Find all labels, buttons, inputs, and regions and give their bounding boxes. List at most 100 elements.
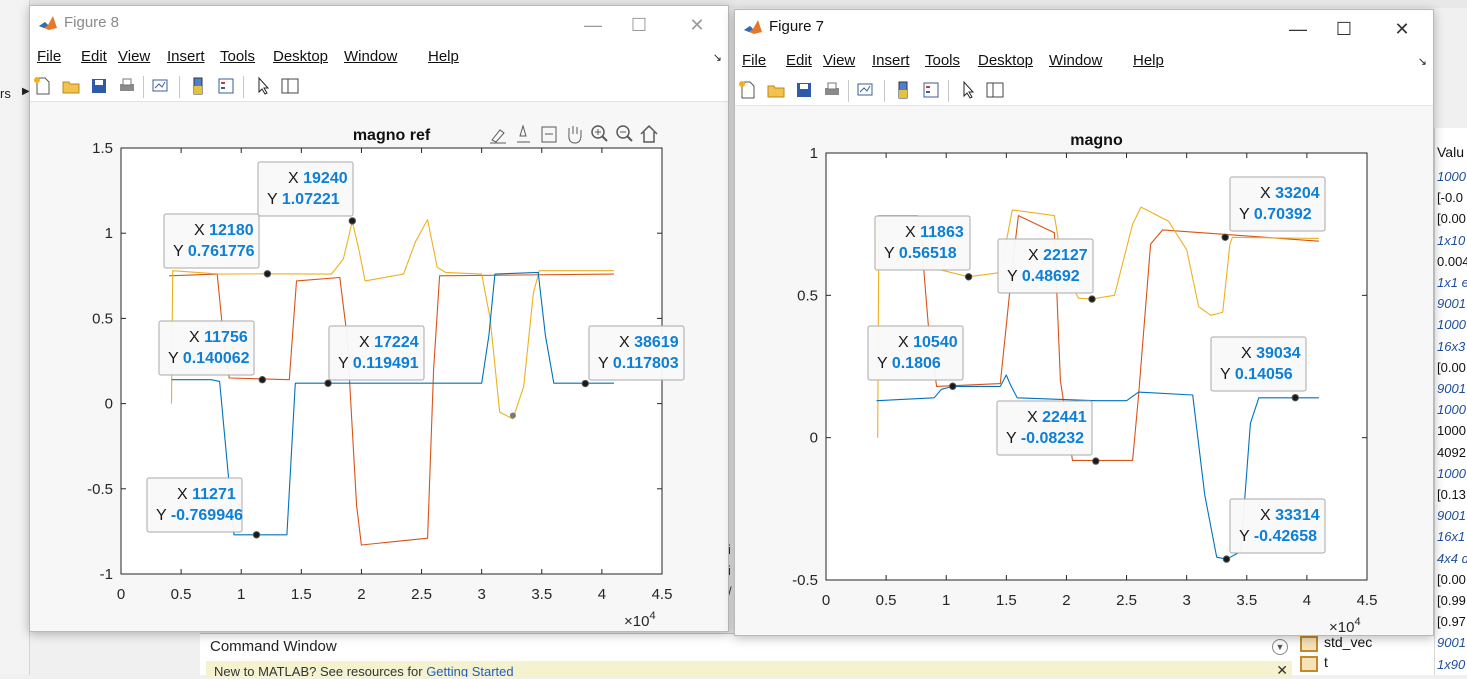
datatip[interactable]: X 11756 Y 0.140062 [158, 320, 267, 384]
datatip-marker[interactable] [1088, 295, 1096, 303]
open-icon[interactable] [61, 76, 81, 96]
data-tips-icon[interactable] [517, 124, 530, 143]
datatip-marker[interactable] [252, 531, 261, 539]
link-plot-icon[interactable] [150, 76, 170, 96]
property-inspector-icon[interactable] [985, 80, 1005, 100]
axes[interactable]: 0 0.5 1 1.5 2 2.5 3 3.5 4 4.5-0.500.51magno×104X … [735, 106, 1434, 636]
datatip[interactable]: X 33314 Y -0.42658 [1222, 498, 1326, 563]
new-figure-icon[interactable] [738, 80, 758, 100]
series-line-2[interactable] [171, 271, 614, 536]
menu-insert[interactable]: Insert [872, 52, 910, 69]
menu-help[interactable]: Help [1133, 52, 1164, 69]
datatip-marker[interactable] [1092, 457, 1100, 465]
pan-icon[interactable] [568, 126, 582, 144]
workspace-value[interactable]: [-0.0 [1437, 190, 1464, 206]
datatip[interactable]: X 38619 Y 0.117803 [581, 325, 685, 388]
workspace-value[interactable]: [0.00 [1437, 571, 1466, 587]
menu-tools[interactable]: Tools [925, 52, 961, 69]
legend-icon[interactable] [921, 80, 941, 100]
datatip[interactable]: X 22127 Y 0.48692 [997, 238, 1096, 303]
workspace-value[interactable]: 4092 [1437, 444, 1466, 460]
menu-edit[interactable]: Edit [786, 52, 812, 69]
workspace-value[interactable]: 16x3 [1437, 338, 1466, 354]
series-line-1[interactable] [877, 206, 1319, 438]
menu-desktop[interactable]: Desktop [978, 52, 1034, 69]
workspace-value[interactable]: 4x4 d [1437, 550, 1467, 566]
menu-tools[interactable]: Tools [220, 48, 256, 65]
zoom-in-icon[interactable] [591, 125, 608, 142]
home-icon[interactable] [640, 124, 658, 143]
getting-started-link[interactable]: Getting Started [426, 664, 514, 677]
datatip[interactable]: X 10540 Y 0.1806 [867, 325, 964, 390]
dock-icon[interactable]: ↘ [1417, 56, 1427, 68]
datatip-marker[interactable] [1222, 555, 1231, 563]
panel-menu-icon[interactable]: ▼ [1272, 639, 1288, 655]
datatip-marker[interactable] [1291, 393, 1299, 402]
workspace-value[interactable]: 1x1 e [1437, 275, 1467, 290]
menu-file[interactable]: File [37, 48, 62, 65]
datatip-marker[interactable] [964, 273, 973, 281]
open-icon[interactable] [766, 80, 786, 100]
command-window[interactable]: Command Window ▼ New to MATLAB? See reso… [200, 633, 1296, 678]
maximize-button[interactable]: ☐ [1335, 19, 1353, 39]
maximize-button[interactable]: ☐ [630, 15, 648, 35]
axes[interactable]: 0 0.5 1 1.5 2 2.5 3 3.5 4 4.5 -1 -0.5 0 0.5 1 1.5 magno … [30, 102, 729, 632]
pointer-icon[interactable] [253, 76, 273, 96]
colorbar-icon[interactable] [893, 80, 913, 100]
menu-view[interactable]: View [823, 52, 856, 69]
workspace-variable[interactable]: t [1324, 654, 1328, 670]
print-icon[interactable] [117, 76, 137, 96]
expand-arrow-icon[interactable]: ▶ [22, 86, 30, 97]
workspace-value[interactable]: 1000 [1437, 423, 1466, 439]
colorbar-icon[interactable] [188, 76, 208, 96]
workspace-value[interactable]: 1x10 [1437, 232, 1466, 248]
workspace-value[interactable]: 0.004 [1437, 253, 1467, 269]
workspace-value[interactable]: 1000 [1437, 317, 1466, 333]
workspace-value[interactable]: 1000 [1437, 465, 1466, 481]
datatip[interactable]: X 19240 Y 1.07221 [257, 161, 357, 225]
workspace-value[interactable]: [0.13 [1437, 487, 1466, 502]
figure-window[interactable]: Figure 7 — ☐ ✕ File Edit View Insert Tools De… [734, 9, 1434, 636]
datatip[interactable]: X 12180 Y 0.761776 [163, 213, 272, 278]
figure-window[interactable]: Figure 8 — ☐ ✕ File Edit View Insert Tools De… [29, 5, 729, 632]
workspace-variable[interactable]: std_vec [1324, 634, 1373, 650]
title-bar[interactable]: Figure 7 — ☐ ✕ [735, 10, 1433, 46]
property-inspector-icon[interactable] [280, 76, 300, 96]
workspace-value[interactable]: 9001 [1437, 635, 1466, 651]
brush-icon[interactable] [490, 129, 506, 144]
workspace-value[interactable]: [0.00 [1437, 211, 1466, 227]
data-marker[interactable] [509, 412, 516, 419]
title-bar[interactable]: Figure 8 — ☐ ✕ [30, 6, 728, 42]
close-button[interactable]: ✕ [689, 15, 705, 35]
banner-close-icon[interactable]: ✕ [1276, 662, 1288, 678]
datatip[interactable]: X 11863 Y 0.56518 [874, 215, 973, 281]
datatip[interactable]: X 11271 Y -0.769946 [146, 477, 261, 539]
datatip[interactable]: X 22441 Y -0.08232 [996, 400, 1100, 465]
workspace-value[interactable]: 16x1 [1437, 529, 1466, 545]
zoom-out-icon[interactable] [616, 125, 633, 142]
link-plot-icon[interactable] [855, 80, 875, 100]
restore-view-icon[interactable] [541, 126, 557, 143]
workspace-value[interactable]: 9001 [1437, 508, 1466, 524]
save-icon[interactable] [794, 80, 814, 100]
datatip-marker[interactable] [581, 379, 589, 388]
menu-edit[interactable]: Edit [81, 48, 107, 65]
datatip[interactable]: X 33204 Y 0.70392 [1221, 176, 1326, 241]
menu-window[interactable]: Window [1049, 52, 1103, 69]
datatip-marker[interactable] [324, 379, 332, 387]
series-line-1[interactable] [170, 219, 614, 420]
menu-insert[interactable]: Insert [167, 48, 205, 65]
workspace-value[interactable]: 1x90 [1437, 656, 1466, 672]
menu-view[interactable]: View [118, 48, 151, 65]
datatip-marker[interactable] [949, 382, 957, 390]
workspace-value[interactable]: 1000 [1437, 169, 1466, 184]
new-figure-icon[interactable] [33, 76, 53, 96]
minimize-button[interactable]: — [1289, 19, 1307, 39]
datatip-marker[interactable] [263, 270, 272, 278]
close-button[interactable]: ✕ [1394, 19, 1410, 39]
datatip[interactable]: X 17224 Y 0.119491 [324, 325, 425, 387]
dock-icon[interactable]: ↘ [712, 52, 722, 64]
menu-desktop[interactable]: Desktop [273, 48, 329, 65]
minimize-button[interactable]: — [584, 15, 602, 35]
workspace-value[interactable]: [0.00 [1437, 359, 1466, 375]
